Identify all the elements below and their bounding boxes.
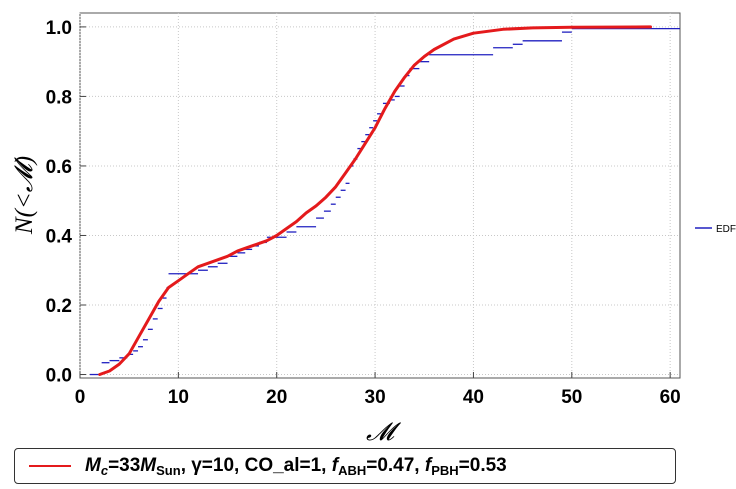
sun-subscript: Sun	[156, 462, 181, 478]
fabh-subscript: ABH	[338, 462, 367, 478]
y-axis-title: N(<𝓜)	[11, 156, 38, 235]
x-tick-label: 60	[660, 387, 681, 408]
model-series	[98, 25, 652, 376]
y-tick-label: 0.4	[46, 226, 73, 247]
x-axis-title: 𝓜	[366, 419, 402, 446]
sun-symbol: M	[140, 454, 157, 476]
x-tick-label: 50	[561, 387, 582, 408]
grid-lines	[79, 13, 680, 378]
fpbh-value: =0.53	[458, 454, 507, 476]
mc-value: =33	[108, 454, 141, 476]
fabh-value: =0.47,	[366, 454, 425, 476]
fpbh-subscript: PBH	[431, 462, 459, 478]
y-tick-label: 0.0	[46, 366, 72, 387]
x-tick-label: 0	[75, 387, 86, 408]
model-legend-label: Mc=33MSun, γ=10, CO_al=1, fABH=0.47, fPB…	[85, 455, 507, 478]
legend-box: Mc=33MSun, γ=10, CO_al=1, fABH=0.47, fPB…	[14, 448, 676, 484]
tick-labels: 0 10 20 30 40 50 60 0.0 0.2 0.4 0.6 0.8 1.0	[46, 18, 681, 408]
y-tick-label: 1.0	[46, 18, 72, 39]
y-tick-label: 0.8	[46, 87, 72, 108]
y-tick-label: 0.6	[46, 157, 72, 178]
edf-legend-label: EDF	[716, 224, 736, 235]
mc-symbol: M	[85, 454, 101, 476]
model-legend-swatch	[29, 465, 71, 467]
gamma-text: , γ=10, CO_al=1,	[180, 454, 332, 476]
x-tick-label: 30	[365, 387, 386, 408]
fpbh-symbol: f	[424, 454, 432, 476]
x-tick-label: 20	[266, 387, 287, 408]
plot-frame	[79, 12, 681, 379]
cdf-chart: 0 10 20 30 40 50 600.00.20.40.60.81.0 𝓜 N(<𝓜) …	[11, 12, 736, 446]
axis-ticks	[79, 26, 671, 378]
y-tick-label: 0.2	[46, 296, 72, 317]
x-tick-label: 40	[463, 387, 484, 408]
fabh-symbol: f	[331, 454, 339, 476]
model-cdf-line	[98, 25, 652, 376]
x-tick-label: 10	[168, 387, 189, 408]
mc-subscript: c	[100, 462, 109, 478]
